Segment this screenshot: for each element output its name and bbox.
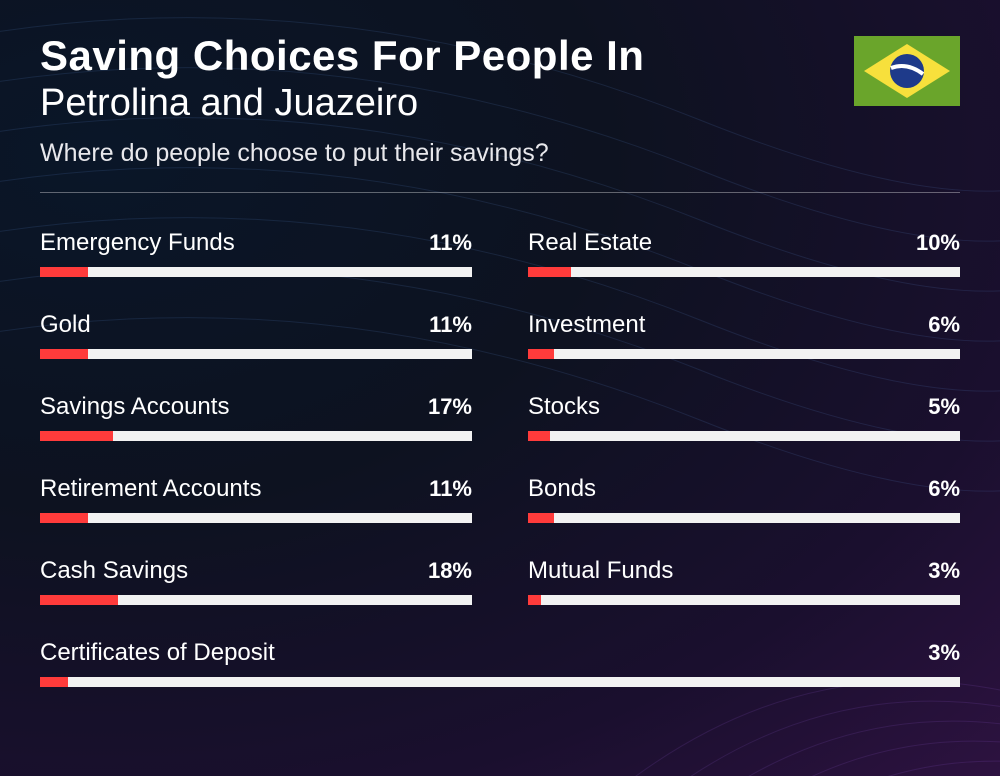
bar-label: Gold — [40, 311, 91, 339]
bar-value: 5% — [928, 394, 960, 420]
bar-item: Real Estate 10% — [528, 229, 960, 277]
divider — [40, 192, 960, 193]
bar-label: Cash Savings — [40, 557, 188, 585]
bar-item-head: Certificates of Deposit 3% — [40, 639, 960, 667]
bar-value: 18% — [428, 558, 472, 584]
bar-value: 17% — [428, 394, 472, 420]
bar-track — [528, 595, 960, 605]
bar-fill — [40, 513, 88, 523]
bar-value: 6% — [928, 476, 960, 502]
bar-fill — [40, 677, 68, 687]
bar-fill — [40, 595, 118, 605]
title-line2: Petrolina and Juazeiro — [40, 82, 960, 125]
bar-track — [40, 677, 960, 687]
bar-track — [40, 267, 472, 277]
bar-item-head: Retirement Accounts 11% — [40, 475, 472, 503]
brazil-flag-icon — [854, 36, 960, 106]
bar-item-head: Emergency Funds 11% — [40, 229, 472, 257]
bar-fill — [528, 595, 541, 605]
subtitle: Where do people choose to put their savi… — [40, 139, 960, 168]
bar-item-head: Mutual Funds 3% — [528, 557, 960, 585]
bar-value: 11% — [429, 230, 472, 256]
bar-value: 3% — [928, 640, 960, 666]
bar-item: Emergency Funds 11% — [40, 229, 472, 277]
bar-track — [528, 267, 960, 277]
bar-fill — [528, 431, 550, 441]
bar-fill — [528, 349, 554, 359]
bar-fill — [40, 349, 88, 359]
bar-item-head: Investment 6% — [528, 311, 960, 339]
bar-item: Savings Accounts 17% — [40, 393, 472, 441]
bar-value: 6% — [928, 312, 960, 338]
bar-item: Bonds 6% — [528, 475, 960, 523]
bar-label: Real Estate — [528, 229, 652, 257]
bar-item-head: Stocks 5% — [528, 393, 960, 421]
bar-label: Bonds — [528, 475, 596, 503]
bar-value: 11% — [429, 312, 472, 338]
bar-value: 10% — [916, 230, 960, 256]
bar-item: Gold 11% — [40, 311, 472, 359]
bar-item: Retirement Accounts 11% — [40, 475, 472, 523]
bar-label: Certificates of Deposit — [40, 639, 275, 667]
bar-item: Cash Savings 18% — [40, 557, 472, 605]
bar-item: Stocks 5% — [528, 393, 960, 441]
bar-label: Emergency Funds — [40, 229, 235, 257]
bar-track — [40, 349, 472, 359]
bar-label: Retirement Accounts — [40, 475, 261, 503]
bar-track — [40, 513, 472, 523]
bar-item: Mutual Funds 3% — [528, 557, 960, 605]
bar-item-head: Savings Accounts 17% — [40, 393, 472, 421]
bar-label: Savings Accounts — [40, 393, 229, 421]
bar-item-head: Bonds 6% — [528, 475, 960, 503]
bar-item: Certificates of Deposit 3% — [40, 639, 960, 687]
bar-value: 11% — [429, 476, 472, 502]
bar-track — [40, 431, 472, 441]
bars-grid: Emergency Funds 11% Real Estate 10% Gold 11% I… — [40, 229, 960, 687]
bar-fill — [40, 431, 113, 441]
bar-label: Mutual Funds — [528, 557, 673, 585]
bar-item: Investment 6% — [528, 311, 960, 359]
bar-track — [528, 349, 960, 359]
bar-label: Stocks — [528, 393, 600, 421]
bar-item-head: Real Estate 10% — [528, 229, 960, 257]
bar-track — [528, 431, 960, 441]
header: Saving Choices For People In Petrolina a… — [40, 32, 960, 168]
bar-track — [528, 513, 960, 523]
bar-track — [40, 595, 472, 605]
bar-item-head: Gold 11% — [40, 311, 472, 339]
bar-label: Investment — [528, 311, 645, 339]
bar-item-head: Cash Savings 18% — [40, 557, 472, 585]
bar-fill — [528, 267, 571, 277]
bar-value: 3% — [928, 558, 960, 584]
bar-fill — [40, 267, 88, 277]
bar-fill — [528, 513, 554, 523]
title-line1: Saving Choices For People In — [40, 32, 960, 80]
